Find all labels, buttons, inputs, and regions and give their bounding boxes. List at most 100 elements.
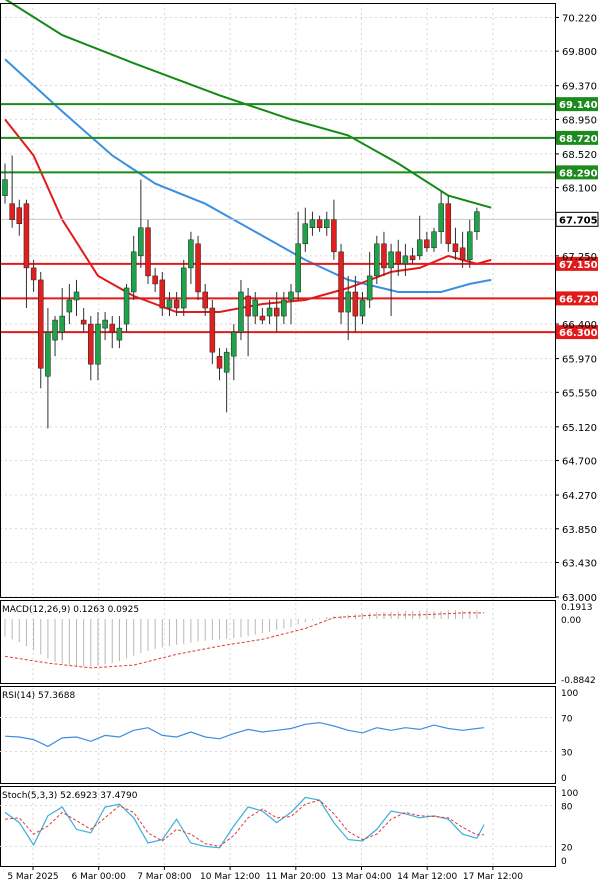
bear-candle	[316, 219, 323, 229]
macd-axis-label: 0.1913	[561, 603, 593, 613]
current-price-label: 67.705	[559, 215, 598, 226]
price-tick-label: 70.220	[562, 13, 597, 24]
bear-candle	[424, 239, 430, 249]
time-label: 11 Mar 20:00	[266, 872, 326, 882]
time-label: 6 Mar 00:00	[72, 872, 127, 882]
bear-candle	[16, 207, 23, 224]
bull-candle	[402, 255, 409, 265]
level-label: 68.720	[559, 134, 598, 145]
stoch-k-line	[4, 796, 485, 849]
bear-candle	[352, 291, 359, 317]
bear-candle	[273, 307, 280, 317]
bull-candle	[252, 299, 258, 317]
bear-candle	[152, 275, 158, 285]
bear-candle	[338, 251, 344, 313]
bull-candle	[309, 219, 316, 229]
price-tick-label: 68.100	[562, 184, 597, 195]
panel-frame	[0, 600, 556, 684]
price-tick-label: 64.700	[562, 457, 597, 468]
bull-candle	[130, 251, 137, 293]
time-label: 14 Mar 12:00	[397, 872, 457, 882]
rsi-axis-label: 70	[561, 715, 573, 725]
rsi-title: RSI(14) 57.3688	[2, 691, 75, 701]
bear-candle	[331, 219, 337, 253]
bear-candle	[195, 243, 201, 293]
bull-candle	[73, 291, 80, 301]
bull-candle	[416, 239, 423, 257]
price-tick-label: 69.800	[562, 47, 597, 58]
price-levels: 69.140 68.720 68.290 67.150 66.720 66.300 67.7…	[0, 97, 599, 340]
bull-candle	[231, 331, 237, 357]
price-tick-label: 63.000	[562, 593, 597, 604]
bull-candle	[188, 239, 194, 269]
bear-candle	[216, 355, 223, 369]
stoch-panel: Stoch(5,3,3) 52.6923 37.4790 100 80 20 0	[0, 789, 578, 867]
level-label-box	[556, 291, 598, 306]
price-tick-label: 68.950	[562, 115, 597, 126]
macd-panel: MACD(12,26,9) 0.1263 0.0925 0.1913 0.00 -0.…	[2, 603, 596, 686]
bull-candle	[166, 299, 173, 309]
bull-candle	[223, 351, 230, 373]
level-label: 69.140	[559, 100, 598, 111]
bull-candle	[281, 299, 287, 317]
bear-candle	[38, 279, 44, 369]
bear-candle	[30, 267, 37, 281]
bear-candle	[202, 291, 208, 309]
candles	[2, 155, 480, 429]
bear-candle	[452, 243, 459, 253]
moving-average-line	[4, 118, 492, 313]
bull-candle	[374, 243, 380, 277]
time-axis: 5 Mar 2025 6 Mar 00:00 7 Mar 08:00 10 Mar 1…	[7, 866, 523, 882]
stoch-axis-label: 80	[561, 803, 573, 813]
bull-candle	[366, 275, 373, 301]
price-tick-label: 64.270	[562, 491, 597, 502]
bull-candle	[359, 299, 366, 317]
price-tick-label: 65.970	[562, 355, 597, 366]
rsi-line	[4, 721, 485, 748]
bull-candle	[302, 223, 309, 245]
bull-candle	[388, 251, 394, 269]
bull-candle	[474, 211, 480, 233]
price-tick-label: 68.520	[562, 150, 597, 161]
bull-candle	[431, 231, 437, 249]
bull-candle	[2, 179, 8, 196]
price-tick-label: 63.430	[562, 558, 597, 569]
bear-candle	[23, 203, 30, 269]
bear-candle	[173, 299, 180, 309]
bull-candle	[181, 267, 187, 309]
bull-candle	[288, 291, 294, 301]
level-label-box	[556, 130, 598, 145]
rsi-panel: RSI(14) 57.3688 100 70 30 0	[0, 689, 578, 784]
macd-title: MACD(12,26,9) 0.1263 0.0925	[2, 605, 139, 615]
level-label: 68.290	[559, 168, 598, 179]
level-label: 66.300	[559, 328, 598, 339]
bear-candle	[245, 295, 251, 317]
panel-frame	[0, 686, 556, 784]
stoch-axis-label: 20	[561, 843, 573, 853]
grid-layer	[0, 3, 555, 866]
level-label-box	[556, 256, 598, 271]
bull-candle	[467, 231, 473, 261]
moving-averages	[4, 0, 492, 313]
bull-candle	[95, 323, 101, 365]
time-label: 10 Mar 12:00	[200, 872, 260, 882]
bear-candle	[259, 315, 266, 321]
macd-axis-label: 0.00	[561, 616, 581, 626]
rsi-axis-label: 0	[561, 774, 567, 784]
time-label: 5 Mar 2025	[7, 872, 58, 882]
rsi-axis-label: 100	[561, 689, 578, 699]
price-tick-label: 66.400	[562, 320, 597, 331]
bull-candle	[266, 307, 273, 317]
macd-signal-line	[4, 612, 485, 669]
level-label: 66.720	[559, 294, 598, 305]
moving-average-line	[4, 58, 492, 293]
price-tick-label: 65.120	[562, 423, 597, 434]
bull-candle	[66, 299, 73, 313]
bear-candle	[209, 307, 216, 353]
stoch-d-line	[4, 799, 485, 847]
price-tick-label: 63.850	[562, 525, 597, 536]
bear-candle	[80, 319, 87, 325]
stoch-axis-label: 0	[561, 857, 567, 867]
bear-candle	[459, 247, 466, 261]
